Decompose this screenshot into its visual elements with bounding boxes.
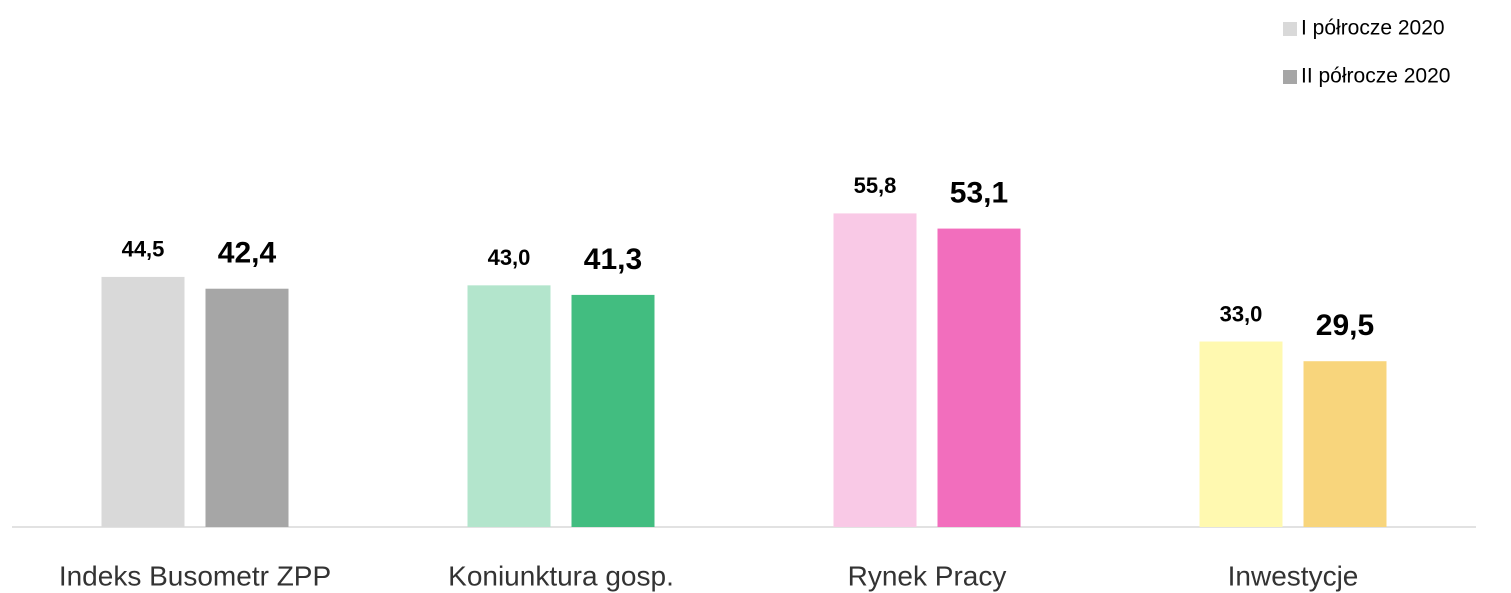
- bar: [1199, 341, 1283, 527]
- value-label: 55,8: [854, 173, 897, 198]
- legend-swatch: [1283, 22, 1297, 36]
- x-tick-label: Inwestycje: [1228, 560, 1359, 591]
- bar: [1303, 361, 1387, 527]
- bar: [833, 213, 917, 528]
- bar: [937, 228, 1021, 527]
- value-label: 29,5: [1316, 309, 1374, 342]
- value-label: 42,4: [218, 237, 277, 270]
- bar: [101, 276, 185, 527]
- bar: [205, 288, 289, 527]
- x-tick-label: Rynek Pracy: [848, 560, 1007, 591]
- bar: [467, 285, 551, 527]
- value-label: 43,0: [488, 245, 531, 270]
- value-label: 44,5: [122, 237, 165, 262]
- legend-label: II półrocze 2020: [1301, 65, 1450, 88]
- value-label: 33,0: [1220, 301, 1263, 326]
- legend-label: I półrocze 2020: [1301, 17, 1445, 40]
- value-label: 41,3: [584, 243, 642, 276]
- bar: [571, 294, 655, 527]
- value-label: 53,1: [950, 176, 1008, 209]
- x-tick-label: Koniunktura gosp.: [448, 560, 674, 591]
- legend-swatch: [1283, 70, 1297, 84]
- x-tick-label: Indeks Busometr ZPP: [59, 560, 331, 591]
